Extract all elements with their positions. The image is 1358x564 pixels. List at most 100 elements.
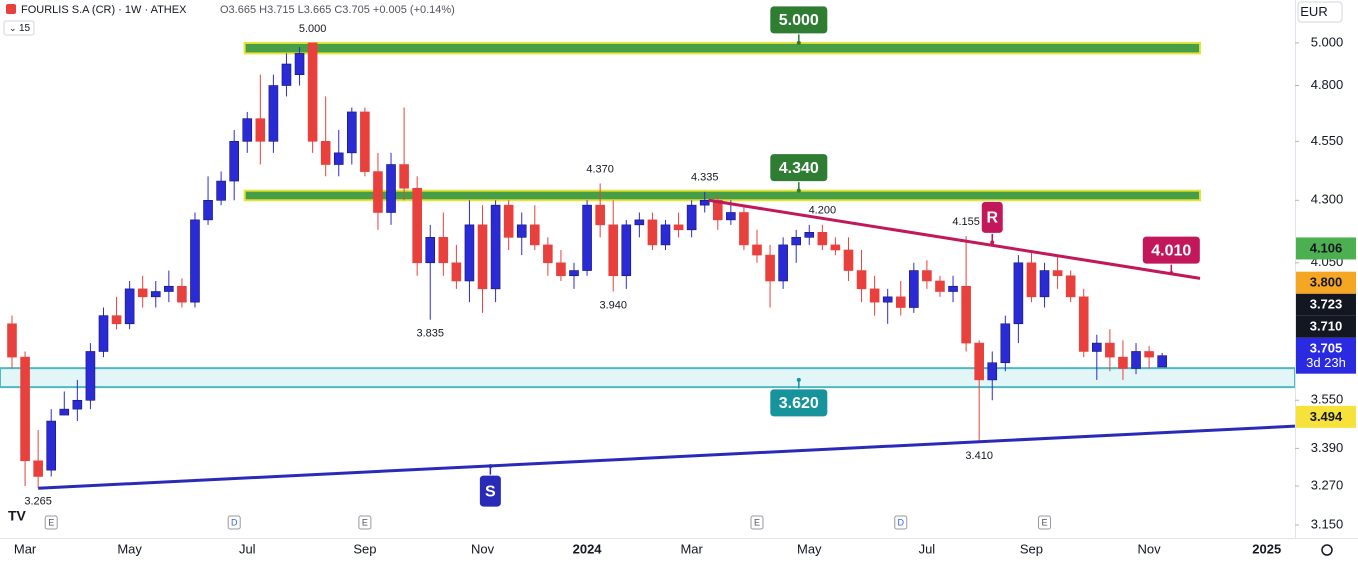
candle-body (503, 204, 514, 238)
candle-body (412, 187, 422, 264)
x-tick-label: Mar (680, 541, 703, 556)
annotation-box (1141, 235, 1201, 265)
event-label: E (1042, 517, 1048, 527)
currency-button[interactable] (1297, 1, 1343, 23)
y-tick-label: 4.300 (1311, 192, 1344, 207)
price-tag-label: 3.705 (1310, 341, 1343, 356)
candle-body (686, 204, 697, 231)
candle-body (1131, 351, 1141, 369)
symbol-logo (6, 4, 16, 14)
event-marker (358, 515, 372, 530)
plot-area: 5.000 4.370 4.335 4.200 4.155 3.835 3.940 3.410… (0, 5, 1296, 530)
candle-body (830, 244, 841, 251)
candle-body (856, 270, 867, 290)
candle-body (85, 351, 96, 401)
annotation-box (980, 200, 1004, 234)
x-tick-label: Nov (1138, 541, 1162, 556)
candle-body (987, 362, 998, 381)
extreme-label: 4.200 (809, 205, 837, 217)
trendline (38, 424, 1296, 490)
candle-body (477, 224, 488, 290)
candle-body (895, 296, 906, 308)
extreme-label: 3.410 (965, 450, 993, 462)
candle-body (529, 224, 540, 246)
candle-body (699, 199, 710, 206)
candle-body (608, 224, 619, 277)
price-tag (1296, 237, 1356, 260)
extreme-label: 3.940 (599, 299, 627, 311)
x-tick-label: Jul (919, 541, 936, 556)
annotation-label: 5.000 (779, 12, 819, 29)
candle-body (765, 254, 775, 282)
y-tick-label: 5.000 (1311, 34, 1344, 49)
annotation-anchor (990, 240, 995, 245)
price-tag-label: 4.106 (1310, 240, 1343, 255)
candle-body (268, 85, 279, 142)
candle-body (1105, 342, 1115, 358)
candle-body (634, 219, 645, 226)
candle-body (882, 296, 893, 303)
trendline (708, 198, 1201, 280)
annotation-label: 3.620 (779, 395, 819, 412)
candle-body (516, 224, 527, 238)
candle-body (791, 237, 802, 246)
x-tick-label: Jul (239, 541, 256, 556)
extreme-label: 5.000 (299, 23, 327, 35)
candle-body (621, 224, 632, 277)
candle-body (177, 285, 187, 303)
candle-body (935, 280, 945, 292)
y-tick-label: 4.550 (1311, 133, 1344, 148)
candle-body (386, 164, 396, 213)
x-tick-label: May (797, 541, 822, 556)
annotation-anchor (796, 188, 801, 193)
candle-body (1157, 355, 1167, 368)
annotation-box (769, 153, 829, 183)
indicators-toggle[interactable] (3, 20, 35, 36)
event-marker (750, 515, 764, 530)
candle-body (242, 118, 253, 142)
event-label: D (231, 517, 238, 527)
y-tick-label: 3.270 (1311, 477, 1344, 492)
candle-body (490, 204, 501, 290)
candle-body (569, 270, 579, 277)
settings-icon[interactable] (1321, 544, 1333, 556)
candle-body (974, 342, 984, 381)
event-marker (1038, 515, 1052, 530)
candle-body (1092, 342, 1102, 352)
x-tick-label: May (117, 541, 142, 556)
candle-body (1026, 262, 1037, 298)
candle-body (451, 262, 462, 282)
price-tag (1296, 337, 1356, 374)
candle-body (255, 118, 266, 142)
ohlc-legend: O3.665 H3.715 L3.665 C3.705 +0.005 (+0.1… (220, 4, 455, 16)
candle-body (1118, 356, 1128, 369)
y-tick-label: 3.150 (1311, 516, 1344, 531)
price-tag-label: 3.710 (1310, 319, 1343, 334)
event-marker (227, 515, 241, 530)
candle-body (333, 152, 344, 165)
price-tag (1296, 315, 1356, 338)
candle-body (229, 141, 239, 182)
candle-body (752, 244, 762, 256)
candle-body (1052, 270, 1063, 277)
candle-body (1078, 296, 1089, 352)
candle-body (1013, 262, 1024, 325)
symbol-title[interactable]: FOURLIS S.A (CR) · 1W · ATHEX (21, 4, 187, 16)
candle-body (1000, 323, 1011, 364)
price-tag-countdown: 3d 23h (1306, 355, 1346, 370)
annotation-anchor (796, 40, 801, 45)
extreme-label: 3.835 (416, 328, 444, 340)
event-label: E (48, 517, 54, 527)
candle-body (46, 420, 57, 471)
candle-body (660, 224, 671, 246)
annotation-anchor (488, 464, 493, 469)
chevron: ⌄ (9, 23, 17, 33)
candle-body (595, 204, 605, 226)
candle-body (72, 399, 83, 410)
zone (243, 41, 1202, 55)
candle-body (373, 171, 383, 213)
annotation-label: S (485, 483, 496, 500)
candle-body (909, 270, 919, 308)
